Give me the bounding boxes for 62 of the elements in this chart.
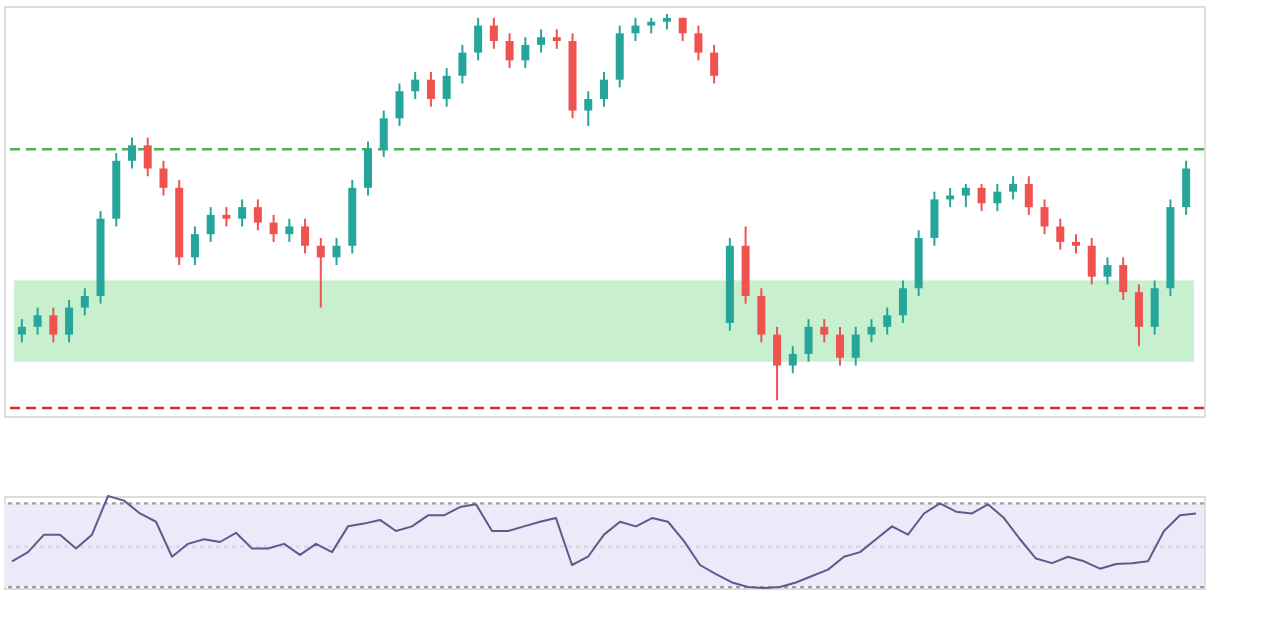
candlestick [159,159,168,197]
candlestick [615,24,624,89]
candlestick [222,206,231,228]
candlestick [1103,256,1112,286]
candlestick [1119,256,1128,301]
candlestick [128,136,136,170]
candlestick [65,298,74,344]
candlestick [379,109,388,158]
candlestick [505,32,514,70]
candlestick [883,306,892,336]
candlestick [710,43,719,85]
candlestick [489,16,498,50]
candlestick [253,198,262,232]
candlestick [33,306,42,336]
candlestick [820,318,829,344]
candlestick [1009,175,1018,201]
candlestick [552,28,561,50]
candlestick [458,43,467,85]
candlestick [600,70,608,108]
candlestick [537,28,546,54]
candlestick [1134,283,1143,348]
candlestick [694,24,703,62]
candlestick [285,217,294,243]
candlestick [442,67,451,108]
candlestick [316,237,325,309]
candlestick [584,90,593,128]
candlestick [426,70,435,108]
candlestick [836,325,844,367]
candlestick [1150,279,1159,336]
candlestick [17,318,26,344]
candlestick [395,82,404,128]
candlestick [80,287,89,317]
candlestick [1024,175,1033,216]
candlestick [269,213,278,243]
candlestick [930,190,939,247]
candlestick [301,217,310,255]
candlestick [788,345,797,375]
candlestick [190,225,199,267]
candlestick [867,318,876,344]
candlestick [631,16,640,43]
candlestick [474,16,483,62]
candlestick [961,182,970,209]
candlestick [804,318,813,363]
candlestick [238,198,247,228]
candlestick [851,325,860,367]
candlestick [977,182,986,212]
candlestick [49,306,58,344]
candlestick [206,206,215,243]
candlestick [364,140,372,197]
candlestick [1087,237,1096,286]
candlestick [332,237,341,267]
candlestick [773,325,782,402]
candlestick [521,36,530,70]
candlestick [993,182,1002,212]
candlestick [1182,159,1191,216]
candlestick [1056,217,1065,251]
candlestick [411,70,420,100]
candlestick [1072,233,1080,255]
candlestick [898,279,907,325]
candlestick [757,287,766,344]
candlestick [1040,198,1049,236]
candlestick [143,136,152,178]
